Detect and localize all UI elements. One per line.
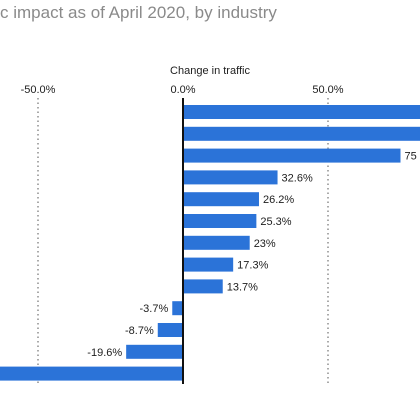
chart-title: c impact as of April 2020, by industry (0, 3, 277, 22)
data-label: 17.3% (237, 260, 268, 272)
x-axis-label: Change in traffic (170, 65, 250, 77)
bar (183, 279, 223, 294)
x-axis-ticks: -50.0% 0.0% 50.0% (21, 84, 344, 96)
data-label: 25.3% (260, 216, 291, 228)
bar (172, 301, 183, 316)
bar (0, 366, 183, 381)
data-label: 75 (405, 151, 417, 163)
data-label: 32.6% (282, 172, 313, 184)
bar (183, 126, 420, 141)
bar (183, 105, 420, 119)
bar (126, 344, 183, 359)
data-labels: 75 32.6% 26.2% 25.3% 23% 17.3% 13.7% -3.7% -8.7%… (87, 151, 416, 359)
data-label: 13.7% (227, 281, 258, 293)
data-label: -19.6% (87, 347, 122, 359)
bar (183, 257, 234, 272)
x-tick-label: 0.0% (170, 84, 195, 96)
data-label: 26.2% (263, 194, 294, 206)
bar (183, 148, 401, 163)
bar (183, 214, 257, 228)
bar (183, 170, 278, 185)
bars (0, 105, 420, 381)
bar (183, 235, 250, 250)
bar (157, 323, 183, 337)
x-tick-label: 50.0% (312, 84, 343, 96)
bar (183, 192, 259, 207)
data-label: -3.7% (140, 303, 169, 315)
x-tick-label: -50.0% (21, 84, 56, 96)
data-label: -8.7% (125, 325, 154, 337)
data-label: 23% (254, 238, 276, 250)
